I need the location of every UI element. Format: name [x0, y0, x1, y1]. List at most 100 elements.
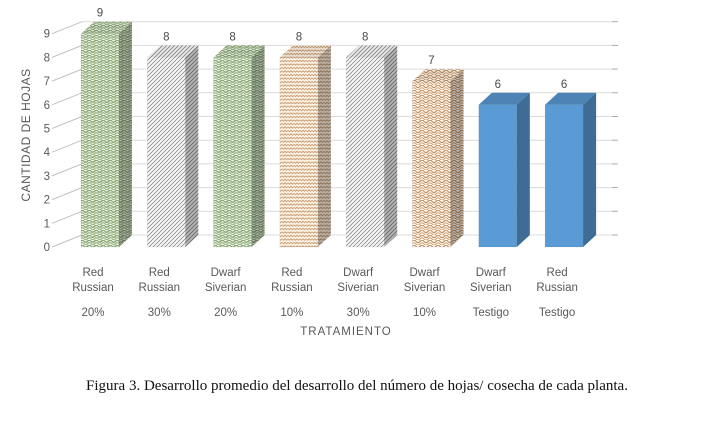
bar-top-face	[213, 45, 265, 58]
x-category-label: Siverian	[470, 282, 512, 294]
bar-value-label: 9	[97, 8, 103, 20]
bar-top-shade	[147, 45, 199, 58]
x-category-label: Red	[281, 267, 302, 279]
x-category-label: Russian	[139, 282, 181, 294]
bar-side-face	[450, 69, 464, 247]
y-tick-label: 5	[44, 124, 50, 136]
bar-top-face	[478, 92, 530, 105]
bar-value-label: 8	[163, 31, 169, 43]
y-tick-label: 4	[44, 147, 51, 159]
bar-value-label: 8	[229, 31, 235, 43]
axis-depth-tick	[51, 92, 83, 106]
bar-side-shade	[450, 69, 464, 247]
x-category-label: Dwarf	[343, 267, 374, 279]
bar-side-face	[516, 92, 530, 247]
axis-depth-tick	[51, 210, 83, 224]
bar	[544, 104, 584, 248]
bar	[279, 57, 319, 248]
bar-side-face	[583, 92, 597, 247]
bar	[478, 104, 518, 248]
bar-value-label: 6	[561, 79, 567, 91]
y-tick-label: 7	[44, 76, 50, 88]
y-tick-label: 6	[44, 100, 50, 112]
bar-side-face	[185, 45, 199, 248]
bar-side-shade	[185, 45, 199, 248]
bar-side-face	[251, 45, 265, 248]
bar-top-shade	[545, 92, 597, 105]
bar-top-shade	[478, 92, 530, 105]
chart-canvas: 0 1 2 3 4 5 6 7 8 9 9 8 8 8 8 7 6 6 Red Russian 20% Red Russia…	[44, 8, 618, 319]
bar-value-label: 8	[362, 31, 368, 43]
bar-top-face	[545, 92, 597, 105]
bar-top-face	[147, 45, 199, 58]
axis-depth-tick	[51, 139, 83, 153]
bar-value-label: 7	[428, 55, 434, 67]
bar	[80, 33, 120, 248]
bar-side-shade	[384, 45, 398, 248]
bar-top-face	[279, 45, 331, 58]
bar-chart: 0 1 2 3 4 5 6 7 8 9 9 8 8 8 8 7 6 6 Red Russian 20% Red Russia…	[19, 8, 618, 338]
x-category-label: Russian	[536, 282, 578, 294]
bar-side-face	[384, 45, 398, 248]
bar-side-shade	[583, 92, 597, 247]
y-axis-title: CANTIDAD DE HOJAS	[19, 68, 33, 202]
figure-caption: Figura 3. Desarrollo promedio del desarr…	[86, 378, 628, 394]
x-category-label: Siverian	[337, 282, 379, 294]
bar-side-shade	[317, 45, 331, 248]
axis-depth-ticks-group	[51, 21, 83, 248]
bar-top-face	[412, 69, 464, 82]
x-treatment-label: Testigo	[473, 307, 509, 319]
y-tick-label: 1	[44, 218, 50, 230]
x-treatment-label: 30%	[347, 307, 370, 319]
x-category-label: Russian	[271, 282, 313, 294]
axis-depth-tick	[51, 21, 83, 35]
axis-depth-tick	[51, 68, 83, 82]
x-category-label: Siverian	[404, 282, 446, 294]
axis-depth-tick	[51, 44, 83, 58]
bar	[412, 80, 451, 248]
x-treatment-label: 30%	[148, 307, 171, 319]
x-treatment-label: 20%	[81, 307, 104, 319]
bar-top-shade	[279, 45, 331, 58]
bar-top-shade	[81, 21, 132, 34]
x-category-label: Dwarf	[476, 267, 507, 279]
axis-depth-tick	[51, 116, 83, 129]
bar-side-face	[119, 21, 132, 248]
y-tick-label: 8	[44, 52, 50, 64]
y-tick-label: 3	[44, 171, 50, 183]
x-category-label: Red	[149, 267, 170, 279]
x-treatment-label: 10%	[280, 307, 303, 319]
bar	[213, 57, 252, 248]
x-category-label: Russian	[72, 282, 114, 294]
axis-depth-tick	[51, 163, 83, 177]
bar-side-shade	[119, 21, 132, 248]
bar	[345, 57, 385, 248]
bars-group	[80, 21, 597, 248]
x-treatment-label: Testigo	[539, 307, 575, 319]
x-category-label: Dwarf	[409, 267, 440, 279]
bar-side-face	[317, 45, 331, 248]
bar	[147, 57, 186, 248]
x-axis-title: TRATAMIENTO	[300, 326, 392, 338]
y-tick-label: 0	[44, 242, 50, 254]
x-category-label: Dwarf	[211, 267, 242, 279]
x-treatment-label: 10%	[413, 307, 436, 319]
axis-depth-tick	[51, 187, 83, 201]
x-category-label: Red	[547, 267, 568, 279]
chart-labels-group: 0 1 2 3 4 5 6 7 8 9 9 8 8 8 8 7 6 6 Red Russian 20% Red Russia…	[44, 8, 578, 319]
y-tick-label: 9	[44, 29, 50, 41]
y-tick-label: 2	[44, 195, 50, 207]
axis-depth-tick	[51, 234, 83, 248]
bar-value-label: 8	[296, 31, 302, 43]
x-treatment-label: 20%	[214, 307, 237, 319]
bar-side-shade	[251, 45, 265, 248]
bar-top-shade	[412, 69, 464, 82]
bar-side-shade	[516, 92, 530, 247]
bar-top-shade	[346, 45, 398, 58]
bar-value-label: 6	[495, 79, 501, 91]
bar-top-shade	[213, 45, 265, 58]
bar-top-face	[346, 45, 398, 58]
x-category-label: Siverian	[205, 282, 247, 294]
bar-top-face	[81, 21, 132, 34]
